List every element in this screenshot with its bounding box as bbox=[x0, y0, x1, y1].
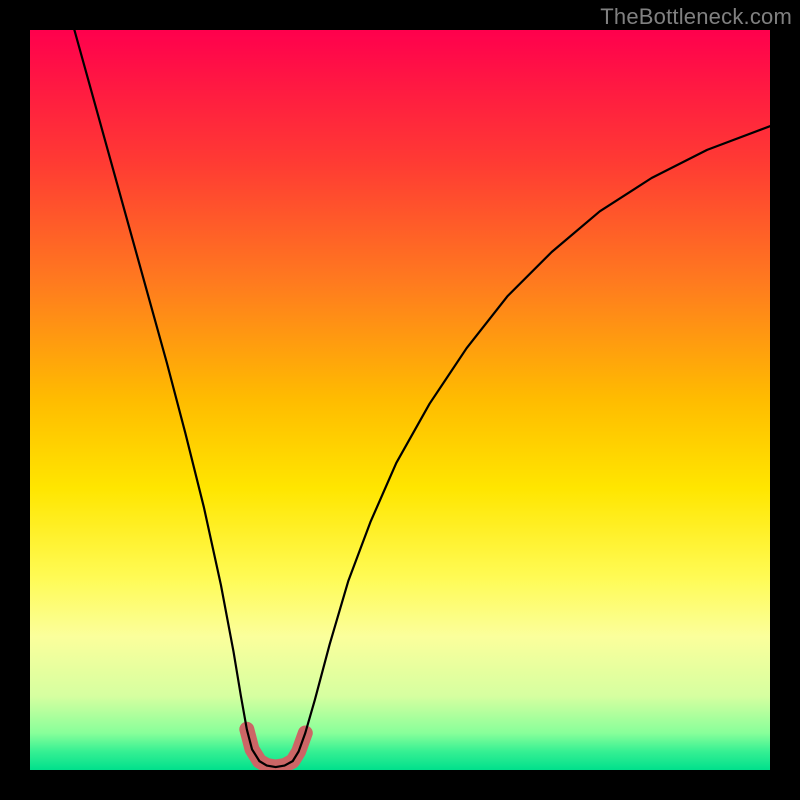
figure-container: TheBottleneck.com bbox=[0, 0, 800, 800]
gradient-background bbox=[30, 30, 770, 770]
plot-svg bbox=[30, 30, 770, 770]
watermark-text: TheBottleneck.com bbox=[600, 4, 792, 30]
plot-area bbox=[30, 30, 770, 770]
